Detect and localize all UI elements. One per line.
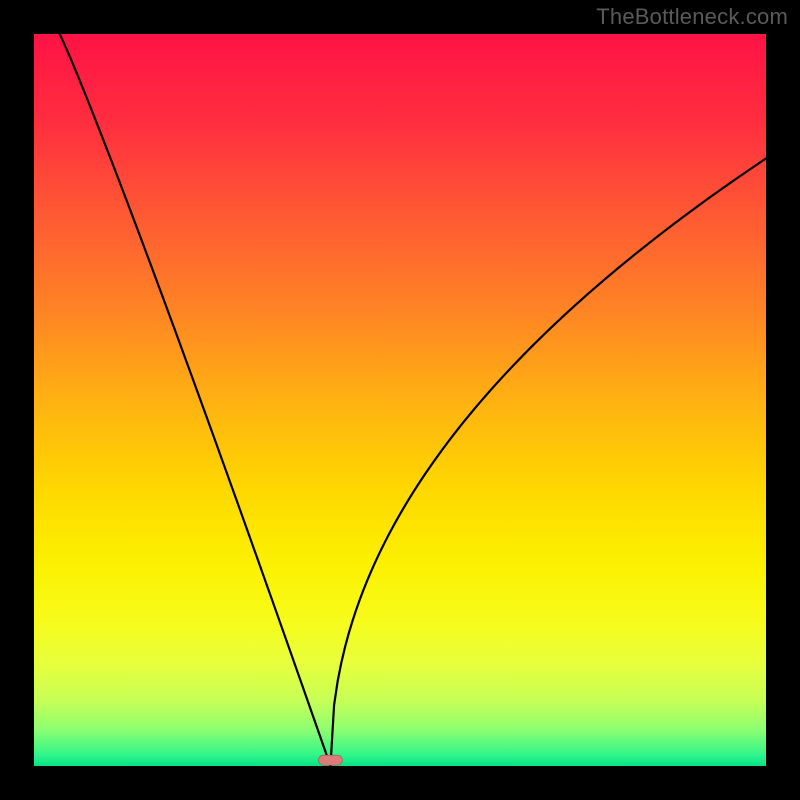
bottleneck-chart (0, 0, 800, 800)
watermark-text: TheBottleneck.com (596, 4, 788, 30)
optimal-marker (318, 755, 342, 765)
plot-area (34, 34, 766, 766)
chart-container: TheBottleneck.com (0, 0, 800, 800)
